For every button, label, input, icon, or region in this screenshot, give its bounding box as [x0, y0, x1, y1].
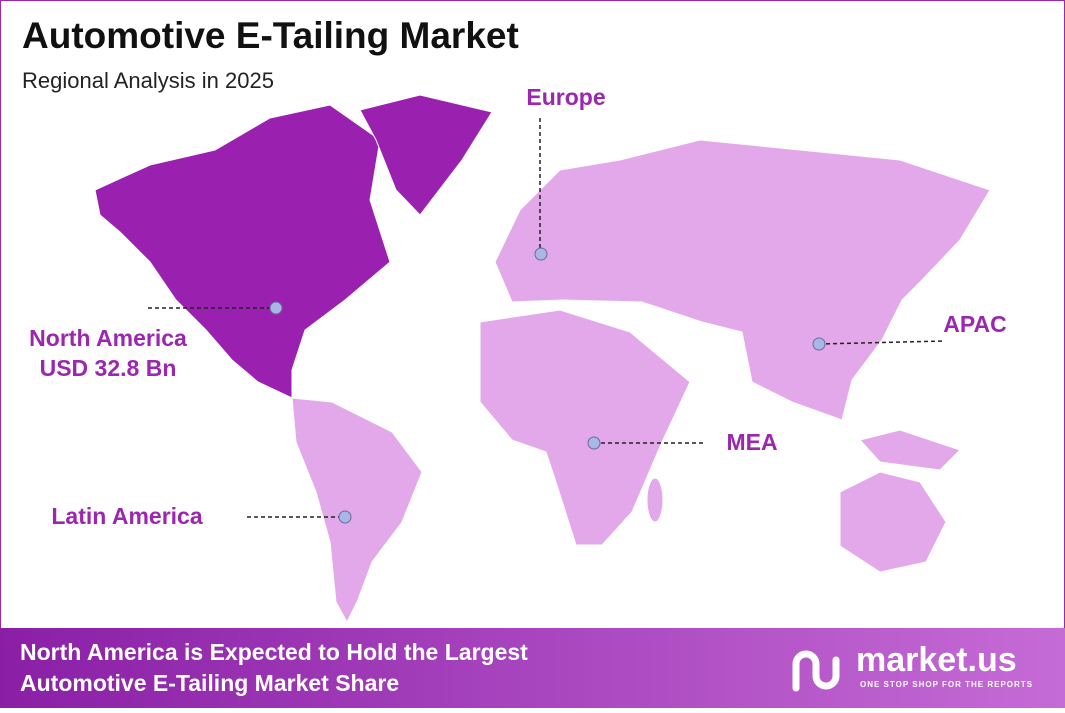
brand-name: market.us: [856, 641, 1017, 679]
leader-line: [818, 340, 946, 345]
africa: [479, 309, 691, 546]
region-value: USD 32.8 Bn: [40, 355, 177, 381]
subtitle: Regional Analysis in 2025: [22, 68, 274, 93]
islands: [859, 429, 961, 471]
region-label: Europe: [526, 84, 605, 110]
region-label: North America: [29, 325, 187, 351]
region-markers: [148, 118, 946, 524]
australia: [839, 471, 947, 573]
greenland: [359, 94, 493, 216]
brand-logo: [792, 650, 840, 692]
south-america: [291, 397, 423, 624]
marker: [338, 510, 352, 524]
region-label: APAC: [943, 311, 1006, 337]
region-label: Latin America: [51, 503, 202, 529]
footer-line: North America is Expected to Hold the La…: [20, 639, 528, 665]
region-label: MEA: [726, 429, 777, 455]
marker: [812, 337, 826, 351]
north-america: [94, 104, 391, 399]
eurasia: [494, 139, 991, 421]
madagascar: [646, 477, 664, 523]
title: Automotive E-Tailing Market: [22, 15, 519, 56]
world-map: [94, 94, 991, 624]
marker: [269, 301, 283, 315]
marker: [534, 247, 548, 261]
brand-tagline: ONE STOP SHOP FOR THE REPORTS: [860, 680, 1033, 689]
footer-band: [0, 628, 1065, 708]
footer-line: Automotive E-Tailing Market Share: [20, 670, 399, 696]
marker: [587, 436, 601, 450]
